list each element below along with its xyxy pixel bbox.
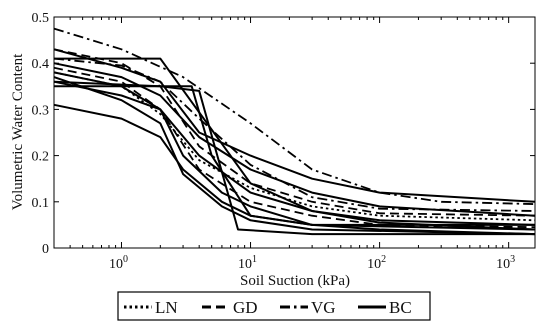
x-tick-label: 103 xyxy=(496,254,515,272)
series-solid-line-7 xyxy=(53,76,536,236)
tick-labels: 0 0.1 0.2 0.3 0.4 0.5 100 101 102 103 xyxy=(32,11,516,272)
series-dashed-line-13 xyxy=(53,66,536,229)
legend: LN GD VG BC xyxy=(117,291,431,321)
x-tick-label: 101 xyxy=(238,254,257,272)
series-dashed-line-12 xyxy=(53,48,536,217)
series-solid-line-8 xyxy=(53,103,536,231)
x-tick-label: 102 xyxy=(367,254,386,272)
y-tick-label: 0.1 xyxy=(32,196,50,211)
axis-ticks xyxy=(53,16,535,249)
series-dashdot-line-10 xyxy=(53,27,536,205)
series-solid-line-5 xyxy=(53,62,536,217)
y-tick-label: 0.4 xyxy=(32,57,50,72)
plot-frame xyxy=(53,16,536,249)
series-solid-line-1 xyxy=(54,57,536,231)
series-solid-line-4 xyxy=(53,48,536,203)
series-solid-line-6 xyxy=(53,71,536,226)
legend-label: BC xyxy=(389,298,412,317)
series-solid-line-9 xyxy=(53,80,536,236)
y-tick-label: 0 xyxy=(42,242,49,257)
legend-label: GD xyxy=(233,298,258,317)
legend-label: LN xyxy=(155,298,178,317)
y-axis-title: Volumetric Water Content xyxy=(10,53,26,210)
series-dashdot-line-11 xyxy=(53,57,536,212)
y-tick-label: 0.3 xyxy=(32,103,50,118)
y-tick-label: 0.5 xyxy=(32,11,50,26)
plot-lines xyxy=(53,27,536,236)
y-tick-label: 0.2 xyxy=(32,150,50,165)
legend-label: VG xyxy=(311,298,336,317)
x-axis-title: Soil Suction (kPa) xyxy=(240,273,350,289)
x-tick-label: 100 xyxy=(109,254,128,272)
